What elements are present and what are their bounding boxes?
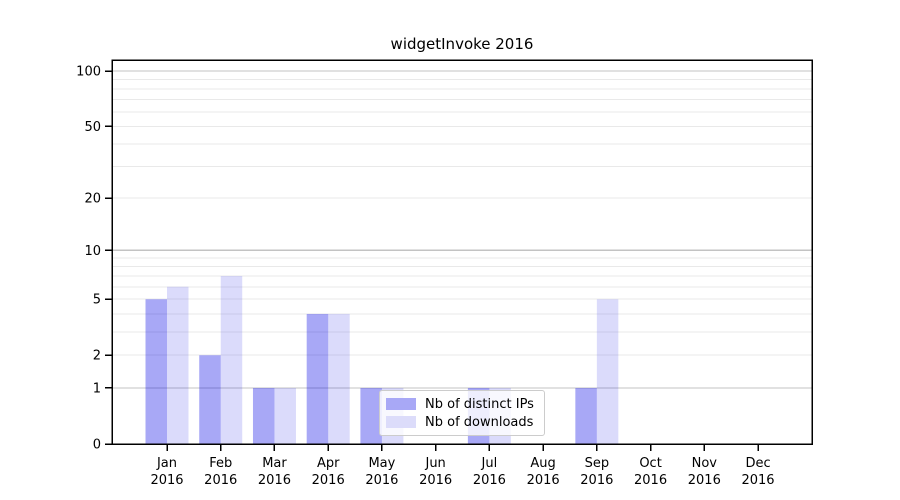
legend-item-distinct-ips: Nb of distinct IPs <box>386 396 536 412</box>
x-tick-label-apr: Apr <box>317 456 340 471</box>
legend: Nb of distinct IPs Nb of downloads <box>379 390 545 436</box>
x-tick-sublabel-feb: 2016 <box>204 473 237 488</box>
plot-border <box>111 59 813 445</box>
x-tick-label-may: May <box>368 456 395 471</box>
x-tick-sublabel-nov: 2016 <box>688 473 721 488</box>
x-tick-sublabel-apr: 2016 <box>312 473 345 488</box>
x-tick-label-sep: Sep <box>585 456 610 471</box>
x-tick-sublabel-mar: 2016 <box>258 473 291 488</box>
x-tick-label-jun: Jun <box>424 456 445 471</box>
x-tick-sublabel-oct: 2016 <box>634 473 667 488</box>
x-tick-label-nov: Nov <box>692 456 718 471</box>
x-tick-sublabel-dec: 2016 <box>741 473 774 488</box>
x-tick-label-mar: Mar <box>262 456 287 471</box>
bar-jan-distinct-ips <box>145 299 167 444</box>
legend-label-downloads: Nb of downloads <box>425 414 534 430</box>
x-tick-sublabel-sep: 2016 <box>580 473 613 488</box>
x-tick-label-dec: Dec <box>745 456 770 471</box>
bar-feb-downloads <box>220 275 243 444</box>
bar-sep-distinct-ips <box>575 387 597 444</box>
chart-title: widgetInvoke 2016 <box>390 35 534 53</box>
legend-item-downloads: Nb of downloads <box>386 414 536 430</box>
y-tick-label-1: 1 <box>93 381 101 396</box>
x-tick-label-aug: Aug <box>530 456 555 471</box>
y-tick-label-2: 2 <box>93 349 101 364</box>
x-tick-sublabel-jan: 2016 <box>150 473 183 488</box>
y-tick-label-5: 5 <box>93 293 101 308</box>
x-tick-sublabel-aug: 2016 <box>527 473 560 488</box>
bar-mar-downloads <box>274 387 296 444</box>
bar-apr-downloads <box>328 313 350 444</box>
x-tick-label-oct: Oct <box>639 456 661 471</box>
legend-swatch-distinct-ips <box>386 398 416 410</box>
bar-feb-distinct-ips <box>199 355 221 444</box>
x-tick-sublabel-may: 2016 <box>365 473 398 488</box>
x-tick-sublabel-jul: 2016 <box>473 473 506 488</box>
y-tick-label-0: 0 <box>93 438 101 453</box>
y-tick-label-50: 50 <box>84 120 101 135</box>
bar-may-distinct-ips <box>360 387 382 444</box>
legend-swatch-downloads <box>386 416 416 428</box>
bar-sep-downloads <box>596 299 619 444</box>
legend-label-distinct-ips: Nb of distinct IPs <box>425 396 534 412</box>
x-tick-sublabel-jun: 2016 <box>419 473 452 488</box>
y-tick-label-20: 20 <box>84 192 101 207</box>
y-tick-label-10: 10 <box>84 244 101 259</box>
bar-mar-distinct-ips <box>252 387 275 444</box>
x-tick-label-jan: Jan <box>156 456 177 471</box>
x-tick-label-feb: Feb <box>209 456 232 471</box>
y-tick-label-100: 100 <box>76 65 101 80</box>
x-tick-label-jul: Jul <box>481 456 498 471</box>
bar-apr-distinct-ips <box>306 313 329 444</box>
bar-jan-downloads <box>167 286 189 444</box>
